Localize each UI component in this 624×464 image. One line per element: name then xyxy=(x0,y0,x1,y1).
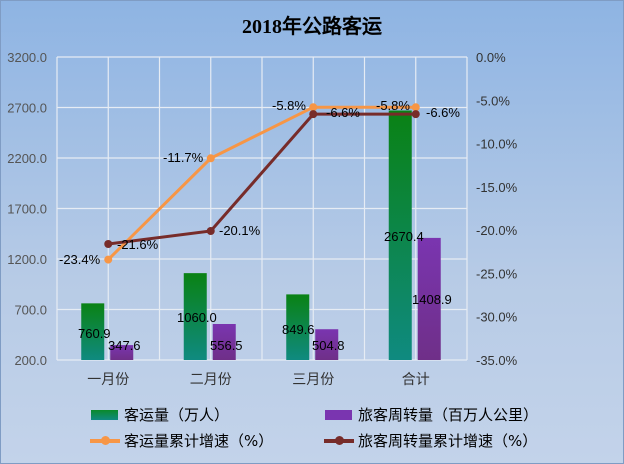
bar-data-label: 347.6 xyxy=(108,338,141,353)
left-tick-label: 700.0 xyxy=(14,303,47,318)
line-point xyxy=(309,103,318,112)
left-tick-label: 1700.0 xyxy=(7,202,47,217)
legend-swatch xyxy=(325,409,352,420)
line-point xyxy=(206,154,215,163)
right-tick-label: -15.0% xyxy=(476,180,518,195)
left-tick-label: 3200.0 xyxy=(7,50,47,65)
line-point xyxy=(104,255,113,264)
right-tick-label: -10.0% xyxy=(476,137,518,152)
line-point xyxy=(411,110,420,119)
line-point xyxy=(206,227,215,236)
right-tick-label: -35.0% xyxy=(476,353,518,368)
line-data-label: -20.1% xyxy=(219,223,261,238)
line-point xyxy=(309,110,318,119)
bar-data-label: 760.9 xyxy=(78,326,111,341)
line-data-label: -6.6% xyxy=(426,105,460,120)
line-series-0 xyxy=(107,105,416,261)
legend-line-marker xyxy=(324,435,354,445)
chart-title: 2018年公路客运 xyxy=(242,16,382,38)
legend-label: 旅客周转量（百万人公里） xyxy=(358,406,539,424)
bar-passengers xyxy=(286,294,310,360)
bar-passengers xyxy=(81,303,105,360)
bar-passengers xyxy=(183,273,207,360)
right-tick-label: -25.0% xyxy=(476,266,518,281)
bar-data-label: 556.5 xyxy=(210,338,243,353)
legend-line-marker xyxy=(90,435,120,445)
right-tick-label: -20.0% xyxy=(476,223,518,238)
legend-item-line-0: 客运量累计增速（%） xyxy=(90,430,273,451)
bar-turnover xyxy=(315,329,339,360)
bar-turnover xyxy=(110,345,134,360)
line-data-label: -5.8% xyxy=(376,98,410,113)
legend-item-bar-1: 旅客周转量（百万人公里） xyxy=(325,404,538,425)
left-tick-label: 2700.0 xyxy=(7,101,47,116)
left-tick-label: 2200.0 xyxy=(7,151,47,166)
category-label: 三月份 xyxy=(292,372,334,388)
bar-data-label: 504.8 xyxy=(312,338,345,353)
line-data-label: -21.6% xyxy=(117,237,159,252)
bar-turnover xyxy=(417,237,441,360)
legend-swatch xyxy=(91,409,118,420)
line-data-label: -11.7% xyxy=(163,150,204,165)
legend-label: 旅客周转量累计增速（%） xyxy=(358,432,538,450)
bar-data-label: 1060.0 xyxy=(177,310,217,325)
right-tick-label: -30.0% xyxy=(476,310,518,325)
line-data-label: -23.4% xyxy=(59,252,101,267)
bar-data-label: 1408.9 xyxy=(412,292,452,307)
right-tick-label: -5.0% xyxy=(476,93,510,108)
legend-label: 客运量（万人） xyxy=(124,406,230,424)
bar-turnover xyxy=(212,323,236,360)
legend-item-bar-0: 客运量（万人） xyxy=(91,404,229,425)
line-data-label: -5.8% xyxy=(272,98,306,113)
left-tick-label: 200.0 xyxy=(14,353,47,368)
category-label: 一月份 xyxy=(87,372,129,388)
bar-data-label: 849.6 xyxy=(282,322,315,337)
right-tick-label: 0.0% xyxy=(476,50,506,65)
bar-data-label: 2670.4 xyxy=(384,229,424,244)
legend-label: 客运量累计增速（%） xyxy=(124,432,274,450)
line-data-label: -6.6% xyxy=(326,105,360,120)
left-tick-label: 1200.0 xyxy=(7,252,47,267)
category-label: 二月份 xyxy=(190,372,232,388)
line-point xyxy=(411,103,420,112)
legend-item-line-1: 旅客周转量累计增速（%） xyxy=(324,430,537,451)
category-label: 合计 xyxy=(402,372,430,388)
line-series-1 xyxy=(108,112,416,246)
line-point xyxy=(104,239,113,248)
bar-passengers xyxy=(388,110,412,361)
